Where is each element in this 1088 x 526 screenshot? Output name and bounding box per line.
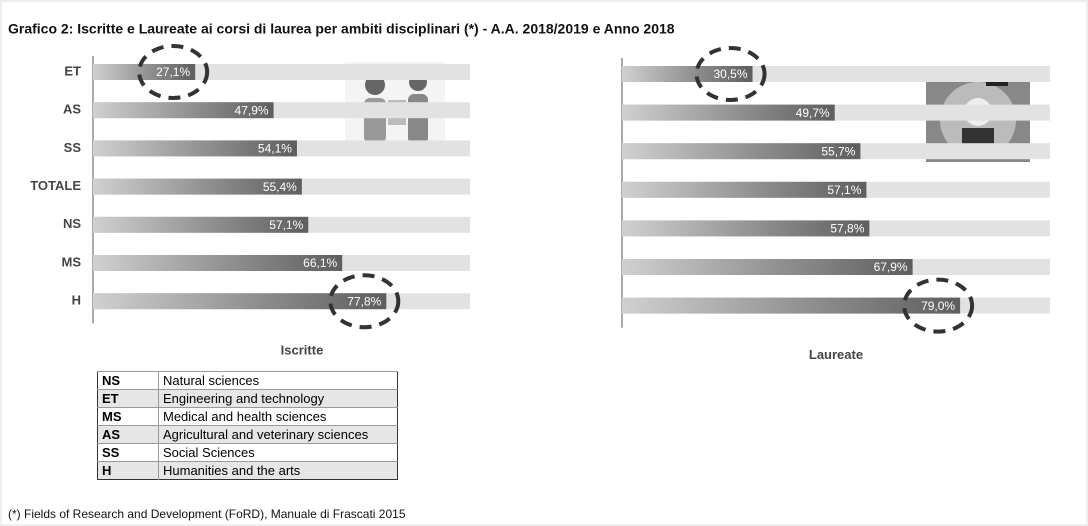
value-label: 27,1% [156,65,190,79]
legend-code: SS [97,443,159,462]
legend-description: Humanities and the arts [158,461,398,480]
value-label: 55,7% [821,144,855,158]
legend-description: Social Sciences [158,443,398,462]
legend-description: Engineering and technology [158,389,398,408]
bar [622,297,961,314]
footnote: (*) Fields of Research and Development (… [8,507,406,521]
value-label: 77,8% [347,294,381,308]
bar [622,66,753,82]
value-label: 54,1% [258,142,292,156]
value-label: 55,4% [263,180,297,194]
y-tick-label: H [72,293,81,308]
legend-row: H Humanities and the arts [97,461,398,480]
legend-row: MS Medical and health sciences [97,407,398,426]
value-label: 57,8% [830,222,864,236]
page-title: Grafico 2: Iscritte e Laureate ai corsi … [8,21,675,37]
legend-row: AS Agricultural and veterinary sciences [97,425,398,444]
y-tick-label: NS [63,216,81,231]
highlight-circle [694,46,767,102]
legend-description: Natural sciences [158,371,398,390]
bar [93,216,309,233]
bar [93,102,274,119]
highlight-circle [328,273,401,330]
legend-description: Medical and health sciences [158,407,398,426]
legend-row: SS Social Sciences [97,443,398,462]
bar [93,293,387,310]
bar [622,104,835,121]
value-label: 30,5% [714,67,748,81]
legend-code: ET [97,389,159,408]
legend-description: Agricultural and veterinary sciences [158,425,398,444]
value-label: 47,9% [235,103,269,117]
value-label: 66,1% [303,256,337,270]
legend-row: ET Engineering and technology [97,389,398,408]
bar [622,220,870,237]
legend-code: NS [97,371,159,390]
value-label: 57,1% [827,183,861,197]
bar [93,255,343,271]
y-tick-label: ET [64,63,81,78]
value-label: 49,7% [796,106,830,120]
legend-table: NS Natural sciences ET Engineering and tech… [97,371,398,480]
legend-code: H [97,461,159,480]
highlight-circle [902,277,975,334]
x-axis-label: Laureate [809,347,863,362]
bar [93,140,297,157]
bar [622,181,867,198]
legend-code: MS [97,407,159,426]
y-tick-label: AS [63,102,81,117]
value-label: 67,9% [874,260,908,274]
legend-code: AS [97,425,159,444]
bar [93,64,196,80]
value-label: 57,1% [269,218,303,232]
bar [622,259,913,275]
y-tick-label: SS [64,140,82,155]
bar [93,178,302,195]
y-tick-label: MS [62,254,82,269]
bar [622,143,861,160]
highlight-circle [137,44,210,100]
value-label: 79,0% [921,299,955,313]
y-tick-label: TOTALE [30,178,81,193]
legend-row: NS Natural sciences [97,371,398,390]
x-axis-label: Iscritte [281,343,324,358]
